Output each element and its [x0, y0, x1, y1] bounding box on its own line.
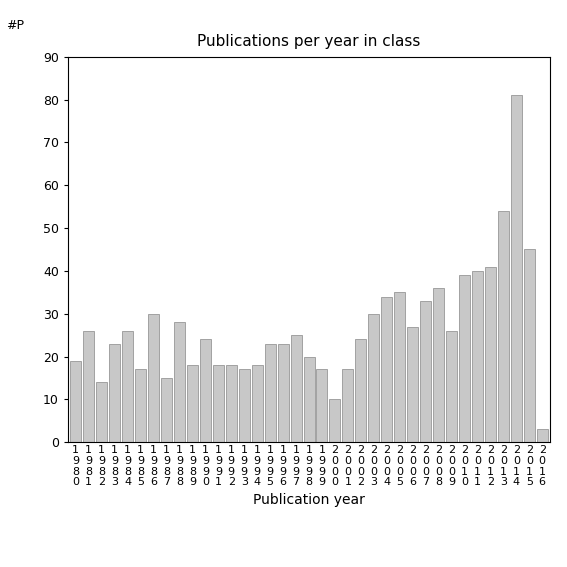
- Bar: [122, 331, 133, 442]
- Bar: [161, 378, 172, 442]
- Bar: [96, 382, 107, 442]
- Bar: [70, 361, 81, 442]
- Bar: [290, 335, 302, 442]
- Bar: [369, 314, 379, 442]
- Bar: [252, 365, 263, 442]
- Bar: [511, 95, 522, 442]
- Bar: [485, 266, 496, 442]
- Bar: [498, 211, 509, 442]
- Bar: [329, 399, 340, 442]
- Bar: [524, 249, 535, 442]
- Bar: [420, 301, 431, 442]
- Bar: [278, 344, 289, 442]
- Bar: [407, 327, 418, 442]
- Bar: [459, 275, 470, 442]
- Bar: [200, 340, 211, 442]
- Bar: [316, 370, 328, 442]
- Bar: [148, 314, 159, 442]
- Text: #P: #P: [6, 19, 24, 32]
- Bar: [265, 344, 276, 442]
- Bar: [226, 365, 237, 442]
- Bar: [356, 340, 366, 442]
- Bar: [83, 331, 94, 442]
- Bar: [187, 365, 198, 442]
- Bar: [446, 331, 457, 442]
- Bar: [109, 344, 120, 442]
- Bar: [394, 293, 405, 442]
- Bar: [174, 322, 185, 442]
- Bar: [537, 429, 548, 442]
- Bar: [303, 357, 315, 442]
- Bar: [135, 370, 146, 442]
- Bar: [433, 288, 444, 442]
- Bar: [472, 271, 483, 442]
- X-axis label: Publication year: Publication year: [253, 493, 365, 507]
- Bar: [381, 297, 392, 442]
- Bar: [213, 365, 224, 442]
- Bar: [342, 370, 353, 442]
- Title: Publications per year in class: Publications per year in class: [197, 33, 421, 49]
- Bar: [239, 370, 249, 442]
